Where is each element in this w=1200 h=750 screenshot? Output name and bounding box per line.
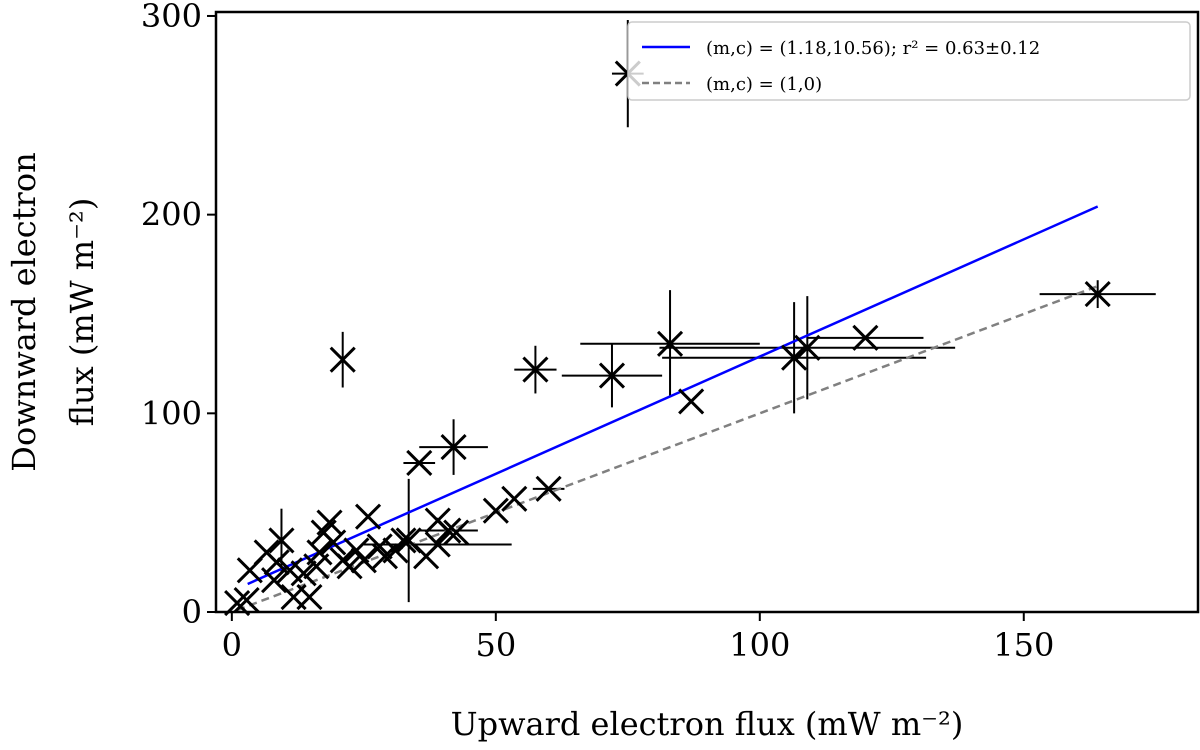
data-point	[329, 547, 356, 574]
y-axis-label-line-1: Downward electron	[5, 152, 43, 471]
data-point	[794, 334, 821, 361]
data-point	[406, 449, 433, 477]
fit-lines	[236, 205, 1099, 612]
data-point	[303, 553, 330, 580]
legend-label-fit: (m,c) = (1.18,10.56); r² = 0.63±0.12	[706, 38, 1040, 59]
unity-line	[236, 285, 1099, 612]
x-tick-label: 50	[475, 626, 516, 664]
data-point	[440, 434, 467, 461]
data-markers	[224, 60, 1111, 617]
fit-line	[247, 205, 1099, 586]
data-point	[280, 584, 307, 611]
y-tick-label: 300	[141, 0, 202, 35]
data-point	[435, 517, 462, 544]
legend-box	[627, 21, 1191, 101]
error-bars	[280, 19, 1156, 603]
y-tick-label: 200	[141, 196, 202, 234]
data-point	[354, 503, 382, 530]
data-point	[535, 475, 562, 502]
y-tick-label: 100	[141, 394, 202, 432]
legend-label-unity: (m,c) = (1,0)	[706, 74, 822, 95]
y-tick-label: 0	[182, 593, 202, 631]
x-tick-label: 150	[993, 626, 1054, 664]
data-point	[852, 324, 879, 351]
data-point	[781, 344, 808, 371]
data-point	[678, 388, 705, 415]
data-point	[1084, 281, 1111, 308]
data-point	[320, 529, 347, 556]
data-point	[482, 497, 509, 524]
data-point	[598, 362, 626, 389]
data-point	[343, 537, 370, 564]
data-point	[443, 519, 470, 546]
data-point	[290, 560, 317, 587]
data-point	[522, 356, 549, 383]
x-axis-ticks: 0 50 100 150	[222, 612, 1054, 664]
data-point	[329, 346, 356, 373]
y-axis-label-line-2: flux (mW m⁻²)	[63, 198, 101, 427]
data-point	[656, 330, 684, 357]
data-point	[253, 539, 280, 566]
data-point	[268, 527, 295, 554]
y-axis-ticks: 0 100 200 300	[141, 0, 216, 631]
x-axis-label: Upward electron flux (mW m⁻²)	[451, 705, 964, 743]
plot-frame	[214, 10, 1200, 614]
data-point	[501, 485, 528, 512]
data-point	[233, 587, 260, 614]
x-tick-label: 100	[729, 626, 790, 664]
data-point	[413, 543, 440, 570]
x-tick-label: 0	[222, 626, 242, 664]
data-point	[261, 567, 288, 594]
legend: (m,c) = (1.18,10.56); r² = 0.63±0.12 (m,…	[627, 21, 1191, 101]
